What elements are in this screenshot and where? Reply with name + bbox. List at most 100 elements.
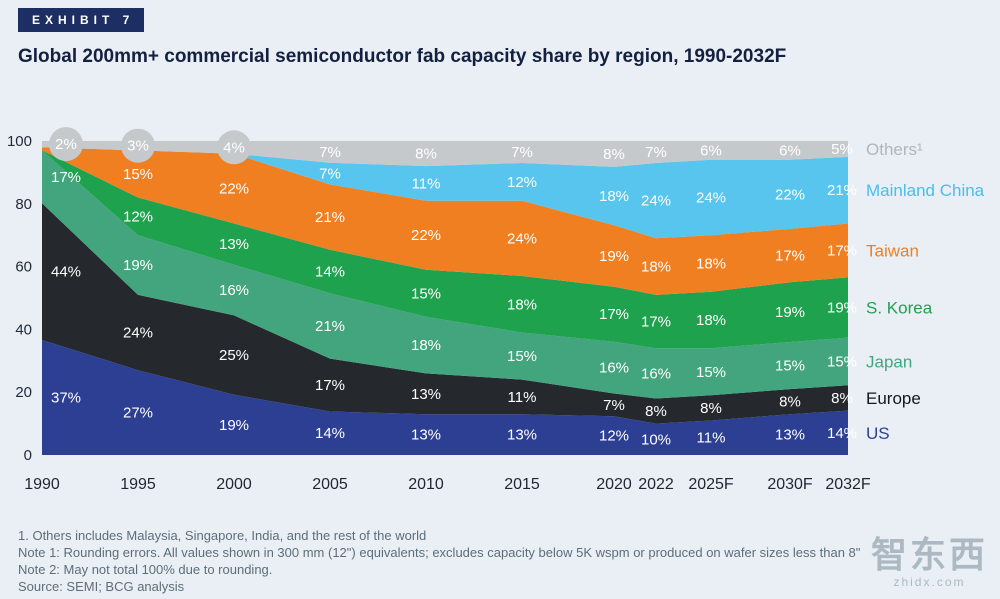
value-label-s-korea-2005: 14%	[315, 264, 345, 281]
value-label-others-2010: 8%	[415, 146, 437, 163]
footnote-others: 1. Others includes Malaysia, Singapore, …	[18, 528, 427, 543]
area-europe	[42, 203, 848, 424]
value-label-europe-2015: 11%	[508, 389, 537, 406]
value-label-japan-2020: 16%	[599, 360, 629, 377]
value-label-s-korea-1995: 12%	[123, 208, 153, 225]
legend-europe: Europe	[866, 389, 921, 408]
value-label-japan-2000: 16%	[219, 282, 249, 299]
value-label-taiwan-2025f: 18%	[696, 256, 726, 273]
value-label-mainland-china-2015: 12%	[507, 174, 537, 191]
value-label-us-1995: 27%	[123, 405, 153, 422]
value-label-s-korea-2025f: 18%	[696, 312, 726, 329]
x-axis-label-1990: 1990	[24, 476, 60, 493]
legend-others: Others¹	[866, 140, 923, 159]
footnote-note1: Note 1: Rounding errors. All values show…	[18, 545, 861, 560]
value-label-europe-2030f: 8%	[779, 394, 801, 411]
x-axis-label-1995: 1995	[120, 476, 156, 493]
x-axis-label-2030f: 2030F	[767, 476, 813, 493]
value-label-s-korea-2015: 18%	[507, 296, 537, 313]
value-label-us-2030f: 13%	[775, 427, 805, 444]
exhibit-badge: EXHIBIT 7	[18, 8, 145, 32]
legend-japan: Japan	[866, 352, 912, 371]
value-label-europe-1990: 44%	[51, 264, 81, 281]
value-label-mainland-china-2030f: 22%	[775, 186, 805, 203]
value-label-us-1990: 37%	[51, 390, 81, 407]
value-label-japan-1990: 17%	[51, 169, 81, 186]
value-label-us-2025f: 11%	[697, 430, 726, 447]
value-label-europe-2025f: 8%	[700, 400, 722, 417]
footnote-source: Source: SEMI; BCG analysis	[18, 579, 185, 594]
legend-us: US	[866, 424, 890, 443]
value-label-others-2000: 4%	[223, 139, 245, 156]
value-label-taiwan-2030f: 17%	[775, 248, 805, 265]
x-axis-label-2025f: 2025F	[688, 476, 734, 493]
area-us	[42, 340, 848, 455]
value-label-europe-1995: 24%	[123, 325, 153, 342]
value-label-taiwan-2022: 18%	[641, 259, 671, 276]
value-label-europe-2010: 13%	[411, 386, 441, 403]
value-label-taiwan-2020: 19%	[599, 248, 629, 265]
area-taiwan	[42, 147, 848, 295]
watermark-domain: zhidx.com	[893, 575, 966, 589]
page-title: Global 200mm+ commercial semiconductor f…	[18, 46, 787, 67]
highlight-circle-1995	[121, 128, 155, 163]
value-label-mainland-china-2022: 24%	[641, 193, 671, 210]
value-label-mainland-china-2005: 7%	[319, 166, 341, 183]
value-label-s-korea-2032f: 19%	[827, 300, 857, 317]
y-axis-label-0: 0	[24, 447, 32, 464]
value-label-us-2000: 19%	[219, 417, 249, 434]
value-label-mainland-china-2010: 11%	[412, 175, 441, 192]
value-label-mainland-china-2032f: 21%	[827, 182, 857, 199]
value-label-others-2032f: 5%	[831, 141, 853, 158]
y-axis-label-60: 60	[15, 259, 32, 276]
legend-s-korea: S. Korea	[866, 299, 933, 318]
x-axis-label-2010: 2010	[408, 476, 444, 493]
value-label-mainland-china-2020: 18%	[599, 188, 629, 205]
x-axis-label-2005: 2005	[312, 476, 348, 493]
value-label-us-2005: 14%	[315, 425, 345, 442]
value-label-others-2022: 7%	[645, 144, 667, 161]
y-axis-label-40: 40	[15, 321, 32, 338]
value-label-europe-2005: 17%	[315, 377, 345, 394]
watermark: 智东西 zhidx.com	[870, 534, 988, 590]
value-label-us-2020: 12%	[599, 428, 629, 445]
value-label-us-2015: 13%	[507, 427, 537, 444]
value-label-mainland-china-2025f: 24%	[696, 190, 726, 207]
value-label-taiwan-2032f: 17%	[827, 242, 857, 259]
legend-mainland-china: Mainland China	[866, 181, 985, 200]
value-label-japan-2022: 16%	[641, 365, 671, 382]
y-axis-label-20: 20	[15, 384, 32, 401]
footnotes: 1. Others includes Malaysia, Singapore, …	[18, 527, 860, 595]
x-axis-label-2032f: 2032F	[825, 476, 871, 493]
value-label-s-korea-2022: 17%	[641, 314, 671, 331]
value-label-others-2030f: 6%	[779, 142, 801, 159]
value-label-japan-2010: 18%	[411, 337, 441, 354]
value-label-others-2025f: 6%	[700, 142, 722, 159]
value-label-s-korea-2000: 13%	[219, 236, 249, 253]
value-label-taiwan-2000: 22%	[219, 181, 249, 198]
legend-taiwan: Taiwan	[866, 241, 919, 260]
watermark-logo-text: 智东西	[870, 534, 988, 575]
value-label-europe-2000: 25%	[219, 347, 249, 364]
value-label-s-korea-2020: 17%	[599, 306, 629, 323]
value-label-japan-1995: 19%	[123, 257, 153, 274]
value-label-others-2005: 7%	[319, 144, 341, 161]
value-label-taiwan-2015: 24%	[507, 230, 537, 247]
footnote-note2: Note 2: May not total 100% due to roundi…	[18, 562, 273, 577]
value-label-us-2022: 10%	[641, 431, 671, 448]
value-label-others-2020: 8%	[603, 146, 625, 163]
value-label-others-1990: 2%	[55, 136, 77, 153]
value-label-japan-2025f: 15%	[696, 364, 726, 381]
value-label-others-2015: 7%	[511, 144, 533, 161]
value-label-us-2032f: 14%	[827, 425, 857, 442]
value-label-japan-2030f: 15%	[775, 358, 805, 375]
value-label-others-1995: 3%	[127, 138, 149, 155]
area-mainland-china	[42, 147, 848, 239]
value-label-taiwan-2005: 21%	[315, 209, 345, 226]
y-axis-label-80: 80	[15, 196, 32, 213]
value-label-europe-2022: 8%	[645, 403, 667, 420]
value-label-taiwan-2010: 22%	[411, 227, 441, 244]
value-label-taiwan-1995: 15%	[123, 166, 153, 183]
area-s-korea	[42, 150, 848, 349]
value-label-europe-2032f: 8%	[831, 390, 853, 407]
